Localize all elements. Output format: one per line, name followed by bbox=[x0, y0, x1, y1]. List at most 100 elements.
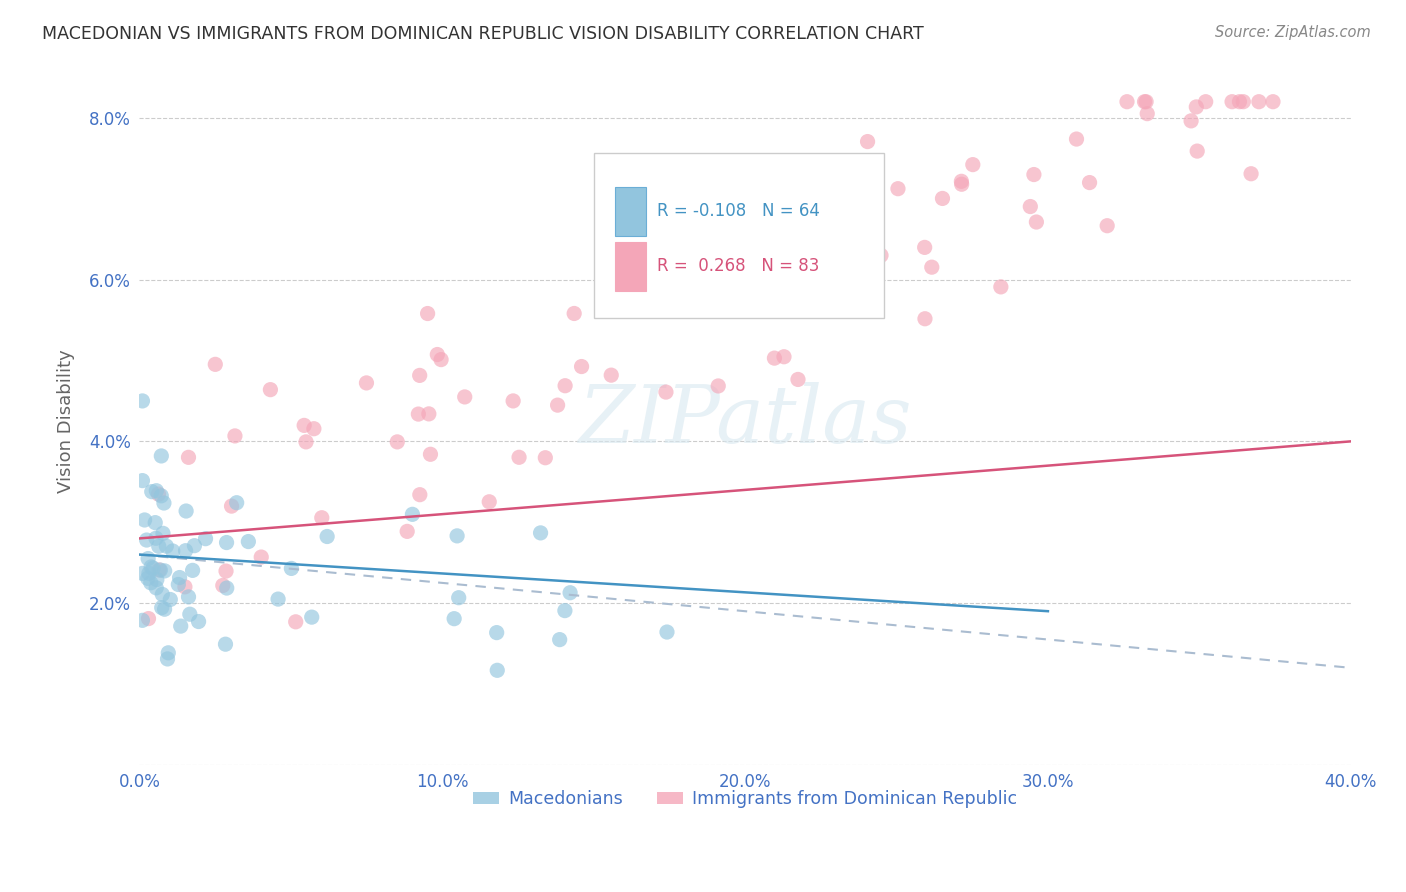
Point bbox=[143, 516, 166, 530]
Point bbox=[221, 499, 243, 513]
Point bbox=[921, 260, 943, 275]
Point bbox=[887, 182, 910, 196]
Point bbox=[146, 573, 169, 587]
Point bbox=[162, 544, 184, 558]
Point bbox=[1195, 95, 1218, 109]
Point bbox=[153, 564, 176, 578]
Point bbox=[224, 429, 246, 443]
Point bbox=[316, 529, 339, 543]
Point bbox=[962, 158, 984, 172]
Point bbox=[1078, 176, 1101, 190]
Point bbox=[1022, 168, 1045, 182]
Point bbox=[387, 434, 409, 449]
Point bbox=[1136, 106, 1159, 120]
Text: R =  0.268   N = 83: R = 0.268 N = 83 bbox=[657, 258, 820, 276]
Bar bbox=[616, 243, 645, 291]
Point bbox=[416, 306, 439, 320]
Point bbox=[554, 604, 576, 618]
Point bbox=[443, 612, 465, 626]
Point bbox=[157, 646, 180, 660]
Point bbox=[174, 504, 197, 518]
Point bbox=[187, 615, 209, 629]
Point bbox=[139, 575, 162, 590]
Point bbox=[179, 607, 201, 622]
Point bbox=[418, 407, 440, 421]
Point bbox=[914, 240, 936, 254]
Point bbox=[773, 350, 796, 364]
Point bbox=[600, 368, 623, 383]
Point bbox=[529, 525, 551, 540]
Point bbox=[763, 351, 786, 365]
Point bbox=[661, 194, 683, 209]
Point bbox=[131, 613, 153, 627]
Point bbox=[832, 228, 855, 243]
Point bbox=[914, 311, 936, 326]
Text: Source: ZipAtlas.com: Source: ZipAtlas.com bbox=[1215, 25, 1371, 40]
Point bbox=[139, 560, 162, 574]
Point bbox=[454, 390, 477, 404]
Point bbox=[148, 487, 170, 501]
Point bbox=[502, 393, 524, 408]
Point bbox=[419, 447, 441, 461]
Point bbox=[486, 663, 509, 677]
Point bbox=[562, 306, 585, 320]
Point bbox=[534, 450, 557, 465]
Point bbox=[215, 564, 238, 578]
Y-axis label: Vision Disability: Vision Disability bbox=[58, 350, 75, 493]
Point bbox=[138, 566, 160, 581]
Point bbox=[1019, 200, 1042, 214]
Point bbox=[655, 625, 678, 640]
Point bbox=[181, 563, 204, 577]
Bar bbox=[616, 187, 645, 235]
Point bbox=[817, 269, 839, 284]
Point bbox=[141, 484, 163, 499]
Point bbox=[238, 534, 260, 549]
Point bbox=[292, 418, 315, 433]
Point bbox=[990, 280, 1012, 294]
Point bbox=[177, 590, 200, 604]
Point bbox=[828, 280, 851, 294]
Point bbox=[148, 539, 170, 553]
Point bbox=[150, 600, 173, 615]
Point bbox=[131, 474, 153, 488]
Point bbox=[571, 359, 593, 374]
Point bbox=[408, 368, 430, 383]
Point bbox=[426, 347, 449, 361]
Point bbox=[204, 357, 226, 371]
Legend: Macedonians, Immigrants from Dominican Republic: Macedonians, Immigrants from Dominican R… bbox=[467, 782, 1024, 814]
Point bbox=[508, 450, 530, 465]
Point bbox=[153, 496, 176, 510]
Point bbox=[478, 495, 501, 509]
Point bbox=[1025, 215, 1047, 229]
Point bbox=[131, 566, 153, 581]
Point bbox=[170, 619, 193, 633]
Point bbox=[302, 422, 325, 436]
Point bbox=[145, 483, 167, 498]
Point bbox=[136, 551, 159, 566]
Point bbox=[134, 513, 156, 527]
Point bbox=[174, 580, 197, 594]
Point bbox=[1185, 144, 1208, 158]
Point bbox=[131, 393, 153, 408]
Point bbox=[250, 550, 273, 565]
Point bbox=[152, 526, 174, 541]
Point bbox=[485, 625, 508, 640]
Point bbox=[1180, 113, 1202, 128]
FancyBboxPatch shape bbox=[593, 153, 884, 318]
Text: ZIPatlas: ZIPatlas bbox=[578, 383, 912, 460]
Point bbox=[280, 561, 302, 575]
Point bbox=[211, 578, 233, 592]
Point bbox=[214, 637, 236, 651]
Point bbox=[135, 533, 157, 547]
Point bbox=[554, 378, 576, 392]
Point bbox=[447, 591, 470, 605]
Point bbox=[1261, 95, 1284, 109]
Point bbox=[782, 279, 804, 293]
Point bbox=[159, 592, 181, 607]
Point bbox=[401, 508, 423, 522]
Point bbox=[430, 352, 453, 367]
Point bbox=[301, 610, 323, 624]
Point bbox=[1220, 95, 1243, 109]
Point bbox=[156, 652, 179, 666]
Point bbox=[142, 561, 165, 575]
